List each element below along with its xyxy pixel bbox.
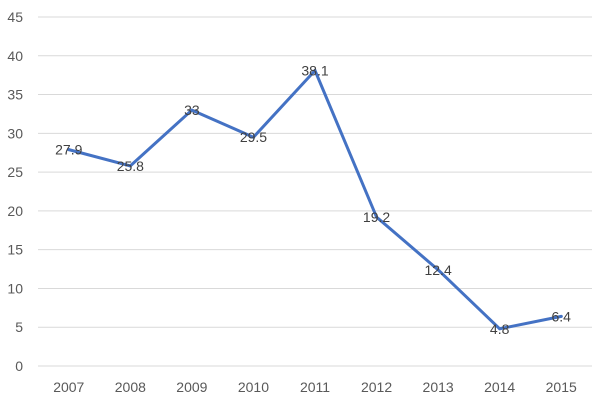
y-tick-label: 40 [7,48,23,64]
data-label: 25.8 [117,158,144,174]
x-axis-ticks: 2007 2008 2009 2010 2011 2012 2013 2014 2015 [53,379,577,395]
data-point [67,148,71,152]
data-point [436,268,440,272]
data-label: 6.4 [551,308,571,324]
x-tick-label: 2012 [361,379,392,395]
data-point [251,135,255,139]
y-tick-label: 30 [7,125,23,141]
data-label: 4.8 [490,321,510,337]
x-tick-label: 2009 [176,379,207,395]
data-point [190,108,194,112]
x-tick-label: 2010 [238,379,269,395]
series-line [67,69,563,331]
y-tick-label: 10 [7,280,23,296]
data-point [559,314,563,318]
series-layer [67,69,563,331]
y-tick-label: 45 [7,9,23,25]
data-label: 33 [184,102,200,118]
x-tick-label: 2015 [546,379,577,395]
grid-layer [38,16,592,367]
data-label: 27.9 [55,142,82,158]
y-tick-label: 35 [7,87,23,103]
y-tick-label: 5 [15,319,23,335]
y-tick-label: 15 [7,242,23,258]
x-tick-label: 2007 [53,379,84,395]
x-tick-label: 2011 [300,379,330,395]
data-label: 19.2 [363,209,390,225]
data-label: 29.5 [240,129,267,145]
data-label: 38.1 [301,63,328,79]
y-tick-label: 0 [15,358,23,374]
y-tick-label: 25 [7,164,23,180]
x-tick-label: 2008 [115,379,146,395]
data-point [128,164,132,168]
data-point [313,69,317,73]
data-labels: 27.9 25.8 33 29.5 38.1 19.2 12.4 4.8 6.4 [55,63,571,337]
data-label: 12.4 [424,262,451,278]
data-point [375,215,379,219]
x-tick-label: 2014 [484,379,515,395]
x-tick-label: 2013 [423,379,454,395]
data-point [498,327,502,331]
y-axis-ticks: 0 5 10 15 20 25 30 35 40 45 [7,9,23,374]
y-tick-label: 20 [7,203,23,219]
